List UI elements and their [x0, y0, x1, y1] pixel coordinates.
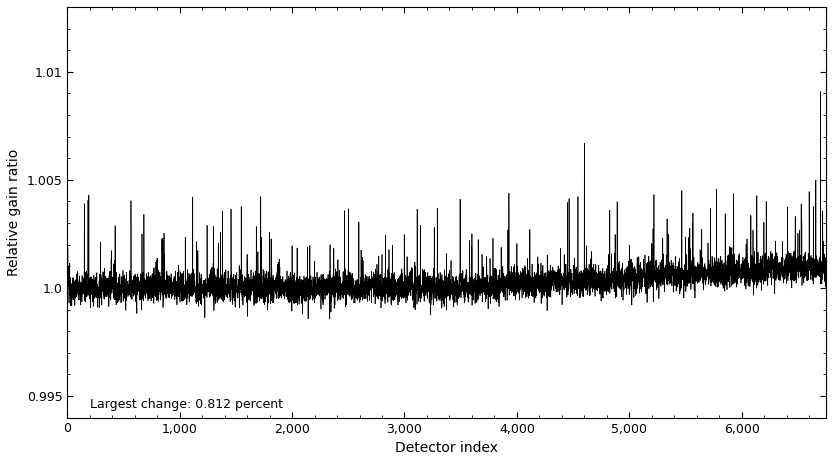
X-axis label: Detector index: Detector index [395, 441, 498, 455]
Text: Largest change: 0.812 percent: Largest change: 0.812 percent [90, 398, 282, 411]
Y-axis label: Relative gain ratio: Relative gain ratio [7, 149, 21, 276]
